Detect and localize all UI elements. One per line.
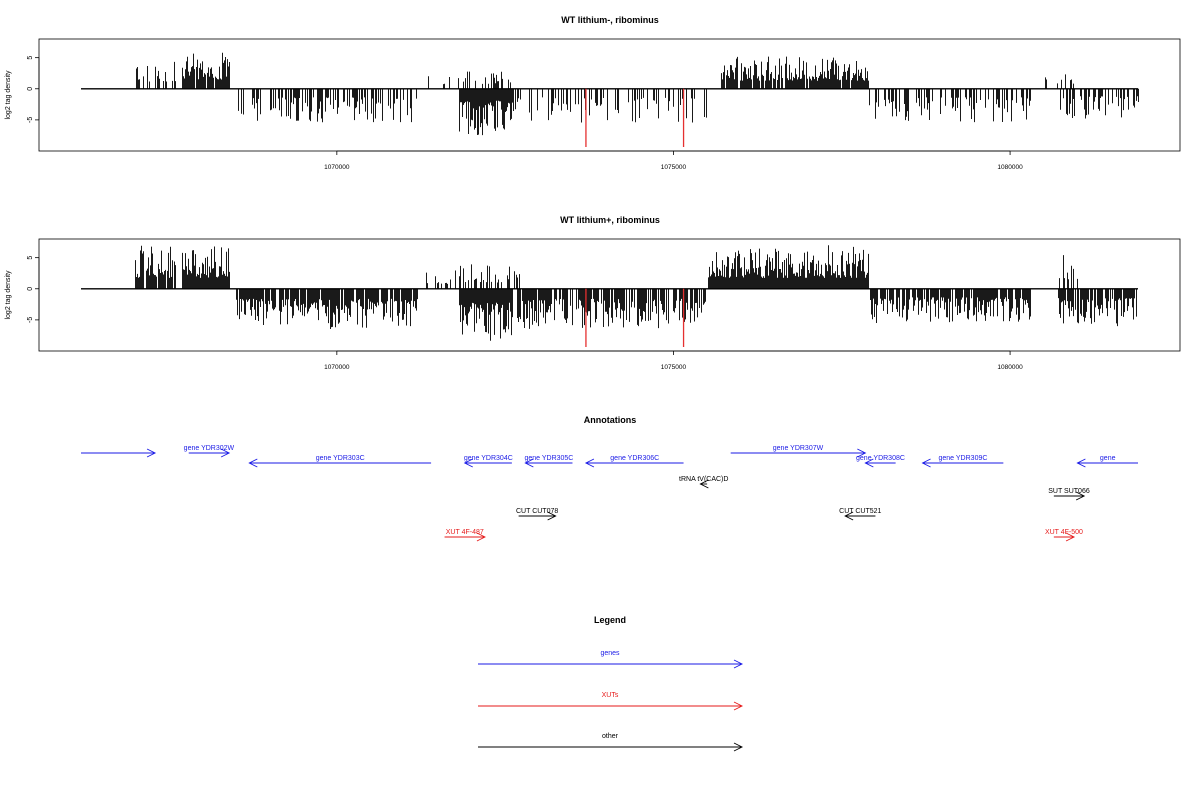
y-axis-label: log2 tag density [5, 270, 12, 320]
feature-label: gene [1100, 455, 1116, 462]
arrow-head [476, 532, 486, 542]
feature-label: XUT 4F-487 [446, 529, 484, 536]
signal-bars [136, 52, 1139, 136]
legend-label: genes [600, 650, 620, 657]
plot-frame [38, 38, 1181, 152]
arrow-head [1076, 458, 1086, 468]
legend-title: Legend [594, 615, 626, 625]
arrow-head [864, 458, 874, 468]
y-tick-label: 0 [27, 87, 34, 91]
x-axis: 1070000 1075000 1080000 [324, 150, 1023, 171]
feature-arrow: tRNA tV(CAC)D [679, 476, 728, 489]
y-tick-label: -5 [27, 317, 34, 323]
arrow-head [524, 458, 534, 468]
arrow-head [146, 448, 157, 458]
feature-label: gene YDR306C [610, 455, 659, 462]
track-panel-lithium-plus: WT lithium+, ribominus log2 tag density … [5, 215, 1181, 371]
x-tick-label: 1070000 [324, 364, 350, 371]
y-tick-label: 5 [27, 256, 34, 260]
y-axis-label: log2 tag density [5, 70, 12, 120]
legend: Legend genes XUTs other [478, 615, 744, 752]
feature-label: gene YDR307W [773, 445, 824, 452]
feature-label: gene YDR309C [939, 455, 988, 462]
arrow-head [857, 448, 867, 458]
arrow-head [733, 659, 744, 669]
panel-title: WT lithium+, ribominus [560, 215, 660, 225]
feature-arrow: gene YDR303C [248, 455, 432, 468]
annotations-title: Annotations [584, 415, 637, 425]
x-tick-label: 1080000 [997, 164, 1023, 171]
feature-arrow: gene [1076, 455, 1138, 468]
feature-arrow: CUT CUT078 [516, 508, 558, 521]
legend-item: XUTs [478, 692, 744, 711]
arrow-head [1065, 532, 1076, 542]
feature-label: XUT 4F-500 [1045, 529, 1083, 536]
track-panel-lithium-minus: WT lithium-, ribominus log2 tag density … [5, 15, 1181, 171]
arrow-head [220, 448, 231, 458]
feature-label: CUT CUT078 [516, 508, 558, 515]
feature-arrow: XUT 4F-500 [1045, 529, 1083, 542]
arrow-head [921, 458, 931, 468]
y-tick-label: -5 [27, 117, 34, 123]
arrow-head [733, 701, 744, 711]
feature-arrow: gene YDR304C [463, 455, 513, 468]
y-axis: -5 0 5 [27, 256, 40, 323]
panel-title: WT lithium-, ribominus [561, 15, 659, 25]
arrow-head [584, 458, 595, 468]
arrow-head [733, 742, 744, 752]
arrow-head [463, 458, 473, 468]
feature-label: gene YDR308C [856, 455, 905, 462]
feature-arrow: SUT SUT066 [1048, 488, 1090, 501]
feature-label: tRNA tV(CAC)D [679, 476, 728, 483]
signal-bars [135, 245, 1137, 341]
arrow-head [248, 458, 258, 468]
y-tick-label: 0 [27, 287, 34, 291]
arrow-head [844, 511, 854, 521]
feature-arrow: gene YDR302W [184, 445, 235, 458]
legend-item: other [478, 733, 744, 752]
feature-arrow: CUT CUT521 [839, 508, 882, 521]
feature-arrows: gene YDR302W gene YDR303C gene YDR304C gene… [81, 445, 1138, 542]
feature-label: gene YDR304C [464, 455, 513, 462]
x-tick-label: 1070000 [324, 164, 350, 171]
marker-lines [585, 288, 685, 347]
feature-label: CUT CUT521 [839, 508, 881, 515]
y-tick-label: 5 [27, 56, 34, 60]
legend-items: genes XUTs other [478, 650, 744, 752]
legend-label: XUTs [602, 692, 619, 699]
feature-label: SUT SUT066 [1048, 488, 1090, 495]
feature-arrow: gene YDR306C [584, 455, 684, 468]
x-axis: 1070000 1075000 1080000 [324, 350, 1023, 371]
arrow-head [699, 479, 709, 489]
arrow-head [547, 511, 557, 521]
feature-label: gene YDR303C [316, 455, 365, 462]
feature-arrow: gene YDR309C [921, 455, 1004, 468]
feature-label: gene YDR302W [184, 445, 235, 452]
x-tick-label: 1075000 [661, 164, 687, 171]
feature-arrow: gene YDR305C [524, 455, 573, 468]
feature-arrow: gene YDR308C [856, 455, 905, 468]
legend-item: genes [478, 650, 744, 669]
x-tick-label: 1080000 [997, 364, 1023, 371]
feature-arrow: XUT 4F-487 [444, 529, 486, 542]
x-tick-label: 1075000 [661, 364, 687, 371]
feature-arrow [81, 448, 157, 458]
arrow-head [1075, 491, 1086, 501]
marker-lines [585, 88, 685, 147]
feature-label: gene YDR305C [524, 455, 573, 462]
legend-label: other [602, 733, 619, 740]
feature-arrow: gene YDR307W [730, 445, 867, 458]
y-axis: -5 0 5 [27, 56, 40, 123]
